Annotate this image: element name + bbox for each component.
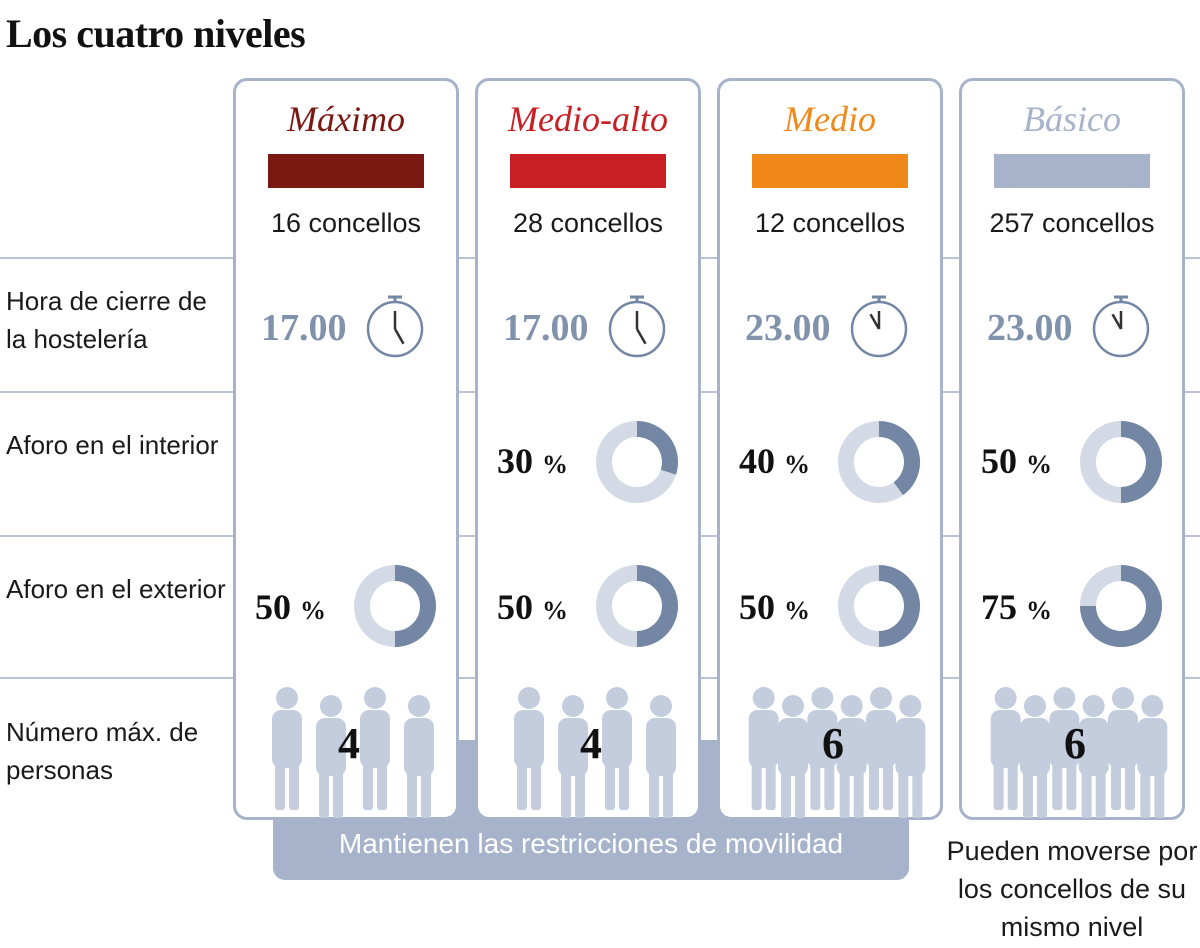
exterior-capacity-value: 50 %: [739, 586, 810, 628]
max-people-value: 6: [1064, 719, 1086, 768]
exterior-capacity-value: 75 %: [981, 586, 1052, 628]
closing-hour: 23.00: [745, 307, 831, 349]
interior-capacity-number: 30: [497, 441, 542, 481]
level-color-bar: [268, 154, 424, 188]
percent-unit: %: [542, 596, 568, 625]
exterior-capacity-number: 50: [739, 587, 784, 627]
closing-hour: 23.00: [987, 307, 1073, 349]
level-name: Básico: [1023, 99, 1121, 139]
level-concellos-count: 12 concellos: [754, 208, 906, 238]
level-color-bar: [752, 154, 908, 188]
interior-capacity-value: 30 %: [497, 440, 568, 482]
max-people-value: 6: [822, 719, 844, 768]
closing-hour: 17.00: [503, 307, 589, 349]
exterior-capacity-number: 50: [497, 587, 542, 627]
level-name: Medio-alto: [508, 99, 668, 139]
max-people-value: 4: [580, 719, 602, 768]
exterior-capacity-number: 50: [255, 587, 300, 627]
free-movement-note: Pueden moverse por los concellos de su m…: [946, 836, 1198, 942]
mobility-note: Mantienen las restricciones de movilidad: [338, 828, 844, 859]
interior-capacity-value: 40 %: [739, 440, 810, 482]
interior-capacity-value: 50 %: [981, 440, 1052, 482]
percent-unit: %: [1026, 596, 1052, 625]
percent-unit: %: [542, 450, 568, 479]
exterior-capacity-number: 75: [981, 587, 1026, 627]
level-column: [475, 78, 701, 820]
level-concellos-count: 28 concellos: [512, 208, 664, 238]
row-label-hora: Hora de cierre de la hostelería: [6, 286, 207, 354]
percent-unit: %: [300, 596, 326, 625]
level-concellos-count: 257 concellos: [989, 208, 1155, 238]
level-concellos-count: 16 concellos: [270, 208, 422, 238]
interior-capacity-number: 40: [739, 441, 784, 481]
exterior-capacity-value: 50 %: [255, 586, 326, 628]
exterior-capacity-value: 50 %: [497, 586, 568, 628]
interior-capacity-number: 50: [981, 441, 1026, 481]
level-column: [233, 78, 459, 820]
percent-unit: %: [1026, 450, 1052, 479]
level-name: Máximo: [287, 99, 405, 139]
row-label-interior: Aforo en el interior: [6, 430, 219, 460]
page-title: Los cuatro niveles: [6, 11, 306, 56]
percent-unit: %: [784, 596, 810, 625]
level-column: [959, 78, 1185, 820]
level-color-bar: [994, 154, 1150, 188]
level-color-bar: [510, 154, 666, 188]
row-label-personas: Número máx. de personas: [6, 717, 199, 785]
level-name: Medio: [784, 99, 876, 139]
closing-hour: 17.00: [261, 307, 347, 349]
percent-unit: %: [784, 450, 810, 479]
level-column: [717, 78, 943, 820]
row-label-exterior: Aforo en el exterior: [6, 574, 226, 604]
max-people-value: 4: [338, 719, 360, 768]
